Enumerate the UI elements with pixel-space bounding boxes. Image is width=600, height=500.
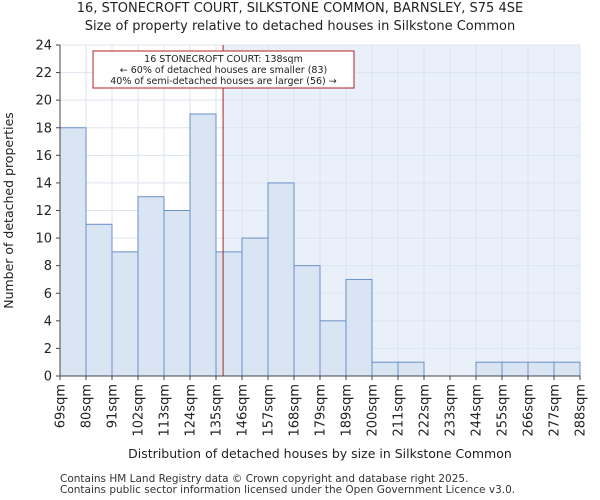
y-tick-label: 14 [35, 176, 52, 191]
histogram-bar [501, 361, 529, 377]
annotation-border [92, 50, 355, 89]
histogram-bar [527, 361, 555, 377]
x-tick-label: 222sqm [418, 384, 433, 437]
y-tick-label: 4 [44, 314, 52, 329]
histogram-bar [241, 237, 269, 377]
footer-line-2: Contains public sector information licen… [60, 484, 516, 496]
x-axis-label: Distribution of detached houses by size … [128, 446, 512, 461]
histogram-bar [163, 210, 191, 377]
histogram-bar [371, 361, 399, 377]
histogram-bar [85, 223, 113, 377]
x-tick-label: 233sqm [444, 384, 459, 437]
footer-line-1: Contains HM Land Registry data © Crown c… [60, 473, 469, 485]
annotation-box: 16 STONECROFT COURT: 138sqm ← 60% of det… [92, 50, 355, 89]
y-tick-label: 10 [35, 232, 52, 247]
x-tick-label: 189sqm [340, 384, 355, 437]
x-tick-label: 211sqm [392, 384, 407, 437]
histogram-bar [189, 113, 217, 377]
histogram-bar [293, 265, 321, 377]
chart-title: 16, STONECROFT COURT, SILKSTONE COMMON, … [76, 1, 524, 16]
y-tick-label: 12 [35, 204, 52, 219]
histogram-bar [59, 127, 87, 377]
histogram-bar [397, 361, 425, 377]
annotation-line-3: 40% of semi-detached houses are larger (… [110, 76, 337, 87]
x-tick-label: 277sqm [548, 384, 563, 437]
x-tick-label: 91sqm [106, 384, 121, 428]
x-tick-label: 200sqm [366, 384, 381, 437]
y-tick-label: 24 [35, 39, 52, 54]
x-tick-label: 266sqm [522, 384, 537, 437]
x-tick-label: 255sqm [496, 384, 511, 437]
x-tick-label: 179sqm [314, 384, 329, 437]
x-tick-label: 157sqm [262, 384, 277, 437]
x-tick-label: 288sqm [574, 384, 589, 437]
annotation-line-1: 16 STONECROFT COURT: 138sqm [144, 54, 303, 65]
histogram-bar [475, 361, 503, 377]
x-tick-label: 168sqm [288, 384, 303, 437]
x-tick-label: 80sqm [80, 384, 95, 428]
y-tick-label: 6 [44, 287, 52, 302]
histogram-bar [137, 196, 165, 377]
x-tick-label: 69sqm [54, 384, 69, 428]
x-tick-label: 124sqm [184, 384, 199, 437]
y-tick-label: 2 [44, 342, 52, 357]
y-tick-label: 18 [35, 121, 52, 136]
y-tick-label: 22 [35, 66, 52, 81]
x-tick-label: 102sqm [132, 384, 147, 437]
histogram-bar [319, 320, 347, 377]
annotation-line-2: ← 60% of detached houses are smaller (83… [120, 65, 327, 76]
y-tick-label: 20 [35, 94, 52, 109]
y-axis-label: Number of detached properties [1, 112, 16, 309]
histogram-bar [111, 251, 139, 377]
histogram-bar [215, 251, 243, 377]
y-tick-label: 0 [44, 370, 52, 385]
x-tick-label: 146sqm [236, 384, 251, 437]
histogram-bar [267, 182, 295, 377]
y-tick-label: 8 [44, 259, 52, 274]
x-tick-label: 135sqm [210, 384, 225, 437]
x-tick-label: 244sqm [470, 384, 485, 437]
chart-subtitle: Size of property relative to detached ho… [84, 19, 516, 34]
histogram-bar [345, 278, 373, 377]
y-tick-label: 16 [35, 149, 52, 164]
x-tick-label: 113sqm [158, 384, 173, 437]
histogram-bar [553, 361, 581, 377]
